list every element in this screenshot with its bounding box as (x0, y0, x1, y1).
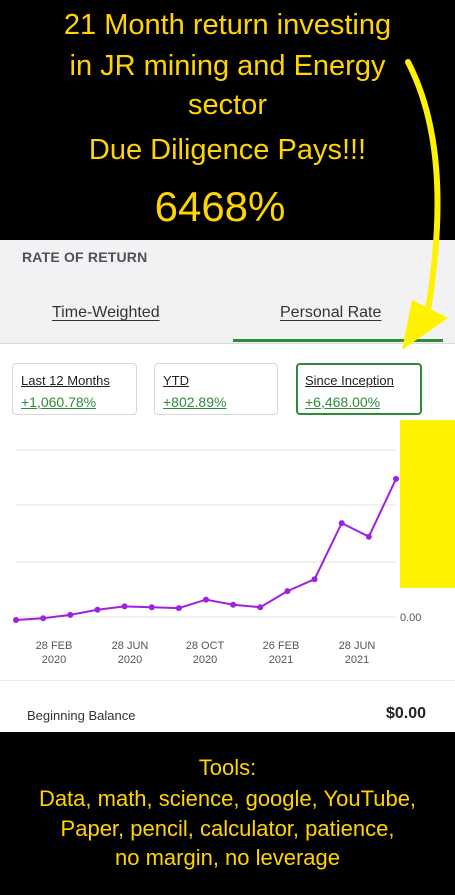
card-ytd[interactable]: YTD +802.89% (154, 363, 278, 415)
return-line-chart[interactable]: 0.00 28 FEB 2020 28 JUN 2020 28 OCT 2020 26 FEB… (0, 420, 455, 680)
x-tick-label: 28 FEB 2020 (36, 640, 73, 666)
return-type-tabs: Time-Weighted Personal Rate (0, 277, 455, 344)
tab-personal-rate[interactable]: Personal Rate (280, 304, 382, 321)
data-point[interactable] (284, 588, 291, 595)
tools-line-1: Data, math, science, google, YouTube, (38, 786, 417, 811)
data-point[interactable] (121, 603, 128, 610)
data-point[interactable] (365, 533, 372, 540)
card-label: Since Inception (305, 373, 394, 388)
data-point[interactable] (338, 520, 345, 527)
data-point[interactable] (257, 604, 264, 611)
x-tick-label: 28 JUN 2021 (339, 640, 376, 666)
data-point[interactable] (393, 475, 399, 482)
data-point[interactable] (94, 606, 101, 613)
data-point[interactable] (13, 617, 19, 623)
section-header: RATE OF RETURN (0, 240, 455, 277)
bottom-caption: Tools: Data, math, science, google, YouT… (0, 732, 455, 895)
data-point[interactable] (203, 596, 209, 603)
balance-value: $0.00 (385, 705, 426, 722)
data-point[interactable] (148, 604, 155, 611)
y-tick-label: 0.00 (400, 612, 421, 624)
card-label: YTD (163, 373, 189, 388)
period-cards: Last 12 Months +1,060.78% YTD +802.89% S… (0, 363, 455, 419)
card-value: +802.89% (163, 394, 227, 410)
card-last-12-months[interactable]: Last 12 Months +1,060.78% (12, 363, 137, 415)
x-tick-label: 28 JUN 2020 (112, 640, 149, 666)
caption-line-3: sector (188, 89, 267, 121)
data-point[interactable] (40, 615, 47, 622)
active-tab-indicator (233, 339, 443, 342)
tools-line-3: no margin, no leverage (114, 845, 341, 870)
x-tick-label: 28 OCT 2020 (186, 640, 225, 666)
tools-heading: Tools: (198, 755, 257, 780)
tab-time-weighted[interactable]: Time-Weighted (52, 304, 160, 321)
section-title: RATE OF RETURN (22, 249, 148, 265)
beginning-balance-row: Beginning Balance $0.00 (0, 680, 455, 732)
card-label: Last 12 Months (21, 373, 110, 388)
data-point[interactable] (311, 576, 318, 583)
balance-label: Beginning Balance (27, 708, 136, 723)
x-tick-label: 26 FEB 2021 (263, 640, 300, 666)
tools-line-2: Paper, pencil, calculator, patience, (60, 816, 395, 841)
caption-line-2: in JR mining and Energy (69, 50, 386, 82)
rate-of-return-screen: RATE OF RETURN Time-Weighted Personal Ra… (0, 240, 455, 732)
data-point[interactable] (67, 611, 74, 618)
caption-line-4: Due Diligence Pays!!! (88, 134, 367, 166)
card-value: +1,060.78% (21, 394, 97, 410)
card-since-inception[interactable]: Since Inception +6,468.00% (296, 363, 422, 415)
data-point[interactable] (175, 605, 182, 612)
data-point[interactable] (230, 601, 237, 608)
card-value: +6,468.00% (305, 394, 381, 410)
caption-line-1: 21 Month return investing (63, 9, 392, 41)
top-caption: 21 Month return investing in JR mining a… (0, 0, 455, 240)
caption-headline: 6468% (154, 183, 286, 230)
